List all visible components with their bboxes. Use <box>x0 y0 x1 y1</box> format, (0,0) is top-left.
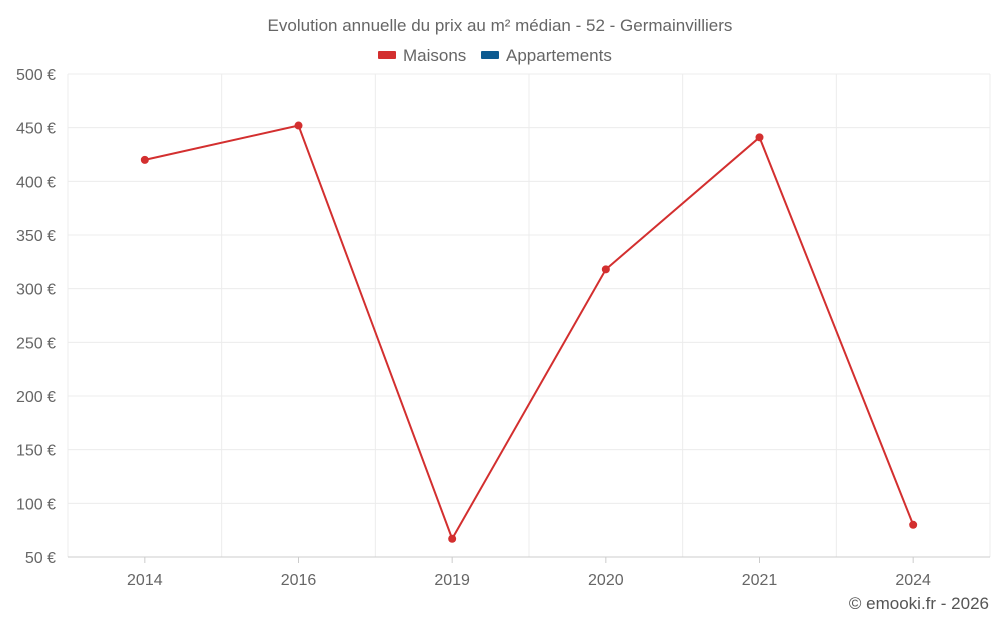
x-axis: 2014 2016 2019 2020 2021 2024 <box>68 556 990 589</box>
data-point-maisons-2021[interactable] <box>755 133 764 142</box>
data-point-maisons-2014[interactable] <box>140 155 149 164</box>
y-tick-label: 250 € <box>16 335 56 352</box>
copyright-credit: © emooki.fr - 2026 <box>848 594 989 613</box>
legend-item-appartements[interactable]: Appartements <box>481 46 612 65</box>
legend-item-maisons[interactable]: Maisons <box>378 46 466 65</box>
x-tick-label: 2019 <box>434 572 470 589</box>
data-point-maisons-2019[interactable] <box>448 534 457 543</box>
y-tick-label: 300 € <box>16 282 56 299</box>
gridlines <box>67 73 991 558</box>
y-tick-label: 400 € <box>16 174 56 191</box>
legend-label-appartements: Appartements <box>506 46 612 65</box>
y-tick-label: 200 € <box>16 389 56 406</box>
legend-swatch-appartements <box>481 51 499 59</box>
legend-swatch-maisons <box>378 51 396 59</box>
data-point-maisons-2024[interactable] <box>909 520 918 529</box>
x-tick-label: 2020 <box>588 572 624 589</box>
x-tick-label: 2016 <box>281 572 317 589</box>
y-tick-label: 500 € <box>16 67 56 84</box>
data-point-maisons-2016[interactable] <box>294 121 303 130</box>
x-tick-label: 2024 <box>895 572 931 589</box>
y-tick-label: 450 € <box>16 121 56 138</box>
data-point-maisons-2020[interactable] <box>601 265 610 274</box>
series-line-maisons <box>144 124 915 542</box>
chart-title: Evolution annuelle du prix au m² médian … <box>268 16 733 35</box>
legend-label-maisons: Maisons <box>403 46 466 65</box>
x-tick-label: 2014 <box>127 572 163 589</box>
y-tick-label: 50 € <box>25 550 56 567</box>
series-layer <box>140 121 918 543</box>
y-tick-label: 100 € <box>16 496 56 513</box>
legend: Maisons Appartements <box>378 46 612 65</box>
y-tick-label: 150 € <box>16 443 56 460</box>
y-tick-label: 350 € <box>16 228 56 245</box>
x-tick-label: 2021 <box>742 572 778 589</box>
y-axis: 50 € 100 € 150 € 200 € 250 € 300 € 350 € 400 € 4… <box>16 67 56 567</box>
